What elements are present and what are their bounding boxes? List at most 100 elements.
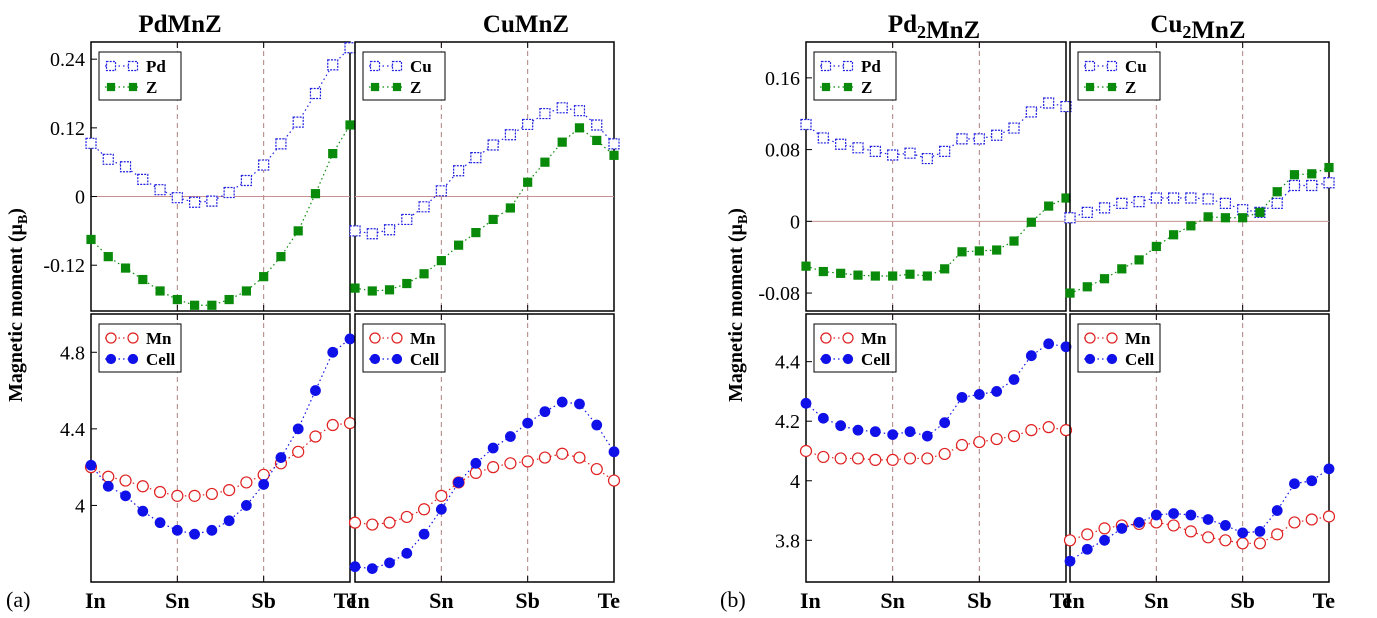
subplot: 3.8 4 4.2 4.4 In Sn Sb Te Mn Cell xyxy=(775,313,1072,613)
data-point xyxy=(1098,202,1111,214)
legend-marker xyxy=(842,60,854,72)
data-point xyxy=(1134,255,1144,265)
data-point xyxy=(1060,341,1072,353)
series-line xyxy=(1069,182,1330,219)
plot-frame xyxy=(90,313,351,583)
subplot: In Sn Sb Te Mn Cell xyxy=(1063,313,1336,613)
data-point xyxy=(852,142,864,154)
plot-frame xyxy=(90,41,351,312)
data-point xyxy=(224,294,234,305)
data-point xyxy=(801,261,811,271)
data-point xyxy=(1043,338,1055,350)
data-point xyxy=(453,477,465,488)
data-point xyxy=(1322,510,1336,523)
data-point xyxy=(292,116,304,128)
x-tick-label: Te xyxy=(334,588,357,613)
data-point xyxy=(1219,520,1231,531)
series-line xyxy=(354,453,615,526)
subplot: -0.12 0 0.12 0.24 Pd Z xyxy=(43,41,356,312)
y-tick-label: -0.12 xyxy=(43,255,85,277)
legend-marker xyxy=(1084,332,1096,344)
legend-label: Mn xyxy=(861,329,887,348)
legend-marker xyxy=(128,82,138,92)
x-tick-label: Sb xyxy=(251,588,275,613)
data-point xyxy=(86,234,96,245)
data-point xyxy=(904,426,916,438)
data-point xyxy=(189,528,201,540)
data-point xyxy=(366,563,378,574)
data-point xyxy=(835,138,847,150)
x-tick-label: In xyxy=(1064,588,1085,613)
series-line xyxy=(805,197,1067,277)
legend-label: Pd xyxy=(146,57,166,76)
data-point xyxy=(888,271,898,281)
x-tick-label: Sn xyxy=(880,588,904,613)
data-point xyxy=(1133,517,1145,528)
data-point xyxy=(1271,505,1283,516)
data-point xyxy=(974,246,984,256)
data-point xyxy=(488,214,498,225)
y-tick-label: 4.2 xyxy=(775,411,800,433)
legend-label: Pd xyxy=(861,57,881,76)
data-point xyxy=(343,417,357,430)
data-point xyxy=(1025,350,1037,362)
data-point xyxy=(956,391,968,403)
data-point xyxy=(366,228,378,240)
series-line xyxy=(1069,166,1330,294)
plot-frame xyxy=(805,41,1067,312)
data-point xyxy=(259,272,269,282)
legend-label: Mn xyxy=(146,329,172,348)
data-point xyxy=(400,510,413,524)
legend-label: Mn xyxy=(1125,329,1151,348)
data-point xyxy=(327,59,339,71)
data-point xyxy=(1253,537,1267,550)
data-point xyxy=(367,286,377,296)
data-point xyxy=(119,474,132,487)
x-tick-label: Te xyxy=(598,588,621,613)
data-point xyxy=(905,269,915,279)
data-point xyxy=(1202,514,1214,525)
legend-label: Cell xyxy=(410,350,440,369)
data-point xyxy=(1007,429,1021,443)
data-point xyxy=(453,165,465,177)
data-point xyxy=(938,447,951,461)
legend-label: Cu xyxy=(1125,57,1147,76)
data-point xyxy=(350,283,360,293)
data-point xyxy=(188,489,201,502)
legend-marker xyxy=(820,332,832,344)
data-point xyxy=(436,256,446,266)
data-point xyxy=(402,278,412,289)
legend-marker xyxy=(842,332,854,344)
y-tick-label: 0.12 xyxy=(50,118,85,140)
data-point xyxy=(1186,221,1196,231)
legend-label: Mn xyxy=(410,329,436,348)
subplot: Cu Z xyxy=(1064,41,1335,312)
y-tick-label: 0 xyxy=(75,187,85,209)
data-point xyxy=(921,452,934,465)
x-tick-label: Sn xyxy=(429,588,453,613)
data-point xyxy=(903,452,917,465)
data-point xyxy=(154,517,166,529)
legend-marker xyxy=(127,353,139,365)
data-point xyxy=(921,152,933,165)
y-tick-label: 0.08 xyxy=(765,140,800,162)
legend-label: Z xyxy=(1125,78,1136,97)
data-point xyxy=(1167,192,1180,204)
data-point xyxy=(1184,525,1197,538)
y-tick-label: 4 xyxy=(75,495,85,517)
data-point xyxy=(1081,528,1094,541)
legend-box xyxy=(813,323,897,373)
data-point xyxy=(939,145,951,157)
data-point xyxy=(591,119,603,131)
data-point xyxy=(102,153,114,165)
column-title: Cu2MnZ xyxy=(1150,11,1245,44)
column-title: PdMnZ xyxy=(138,11,221,38)
data-point xyxy=(973,133,985,145)
data-point xyxy=(590,462,603,476)
data-point xyxy=(487,442,499,454)
data-point xyxy=(1324,162,1334,173)
legend-marker xyxy=(391,60,403,72)
data-point xyxy=(1082,282,1092,292)
data-point xyxy=(418,201,430,213)
data-point xyxy=(293,226,303,236)
